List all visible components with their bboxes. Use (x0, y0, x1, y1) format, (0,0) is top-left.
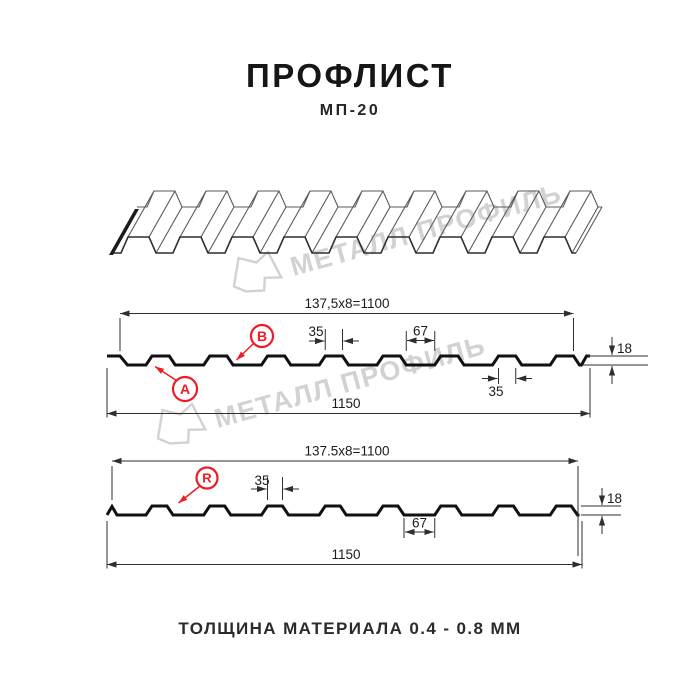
brand-logo-icon (232, 250, 284, 293)
label-r-circle (195, 466, 219, 490)
sheet-3d-line (283, 190, 311, 238)
sheet-3d-line (460, 190, 488, 238)
label-a-text: A (180, 381, 190, 397)
dim-text-rib-top-width-bottom: 35 (254, 473, 269, 488)
dim-height-top: 18 (582, 337, 648, 384)
sheet-3d-line (148, 190, 176, 238)
sheet-3d-line (439, 190, 467, 238)
dim-text-width-formula-top: 137,5x8=1100 (305, 296, 390, 311)
sheet-3d-line (512, 190, 540, 238)
sheet-3d-line (571, 206, 599, 254)
label-a-badge: A (154, 365, 199, 403)
sheet-3d-line (259, 206, 287, 254)
profile-outline-top (107, 354, 590, 367)
label-b-text: B (257, 328, 267, 344)
sheet-3d-line (564, 190, 592, 238)
sheet-3d-line (387, 190, 415, 238)
label-b-badge: B (235, 323, 275, 361)
sheet-3d-line (356, 190, 384, 238)
dim-width-formula-bottom: 137.5x8=1100 (111, 444, 579, 556)
leader-line (154, 365, 177, 382)
sheet-3d-line (231, 190, 259, 238)
sheet-3d-line (311, 206, 339, 254)
sheet-3d-line (304, 190, 332, 238)
sheet-3d-line (137, 190, 602, 208)
sheet-3d-line (207, 206, 235, 254)
thickness-note: ТОЛЩИНА МАТЕРИАЛА 0.4 - 0.8 ММ (178, 619, 522, 638)
sheet-3d-line (200, 190, 228, 238)
dim-text-total-width-top: 1150 (331, 396, 360, 411)
label-a-circle (171, 375, 199, 403)
dim-text-flat-width-bottom: 67 (412, 516, 427, 531)
sheet-3d-line (179, 190, 207, 238)
dim-text-height-bottom: 18 (607, 491, 622, 506)
watermark-brand-text: МЕТАЛЛ ПРОФИЛЬ (211, 330, 489, 434)
sheet-3d-line (491, 190, 519, 238)
dim-rib-top-width-bottom: 35 (251, 473, 299, 500)
profile-outline-bottom (105, 503, 580, 517)
sheet-3d-line (408, 190, 436, 238)
label-r-badge: R (178, 466, 219, 504)
dim-text-flat-width-top: 67 (413, 324, 428, 339)
sheet-3d-line (415, 206, 443, 254)
label-b-circle (249, 323, 275, 349)
dim-text-total-width-bottom: 1150 (331, 547, 360, 562)
dim-rib-top-width-top: 35 (308, 324, 359, 350)
dim-rib-bottom-width-top: 35 (482, 368, 532, 399)
sheet-3d-line (575, 206, 603, 254)
dim-text-height-top: 18 (617, 341, 632, 356)
page-title: ПРОФЛИСТ (246, 57, 454, 94)
sheet-3d-line (335, 190, 363, 238)
dim-text-width-formula-bottom: 137.5x8=1100 (305, 444, 390, 459)
dim-text-rib-bottom-width-top: 35 (488, 384, 503, 399)
sheet-3d-line (519, 206, 547, 254)
dim-width-formula-top: 137,5x8=1100 (119, 296, 574, 351)
dim-text-rib-top-width-top: 35 (308, 324, 323, 339)
label-r-text: R (202, 471, 212, 486)
dim-height-bottom: 18 (581, 488, 622, 534)
sheet-3d-line (467, 206, 495, 254)
dim-total-width-bottom: 1150 (106, 521, 583, 569)
dim-total-width-top: 1150 (106, 368, 591, 418)
sheet-3d-line (109, 209, 139, 255)
dim-flat-width-bottom: 67 (403, 516, 436, 538)
profile-3d-view (109, 190, 603, 255)
leader-line (235, 342, 255, 361)
cross-section-top: 137,5x8=1100 35 67 18 (106, 296, 648, 418)
leader-line (178, 485, 201, 504)
dim-flat-width-top: 67 (405, 324, 436, 351)
sheet-3d-line (127, 190, 155, 238)
sheet-3d-line (363, 206, 391, 254)
sheet-3d-line (111, 236, 576, 254)
cross-section-bottom: 137.5x8=1100 35 67 18 (105, 444, 622, 569)
watermark-brand-text: МЕТАЛЛ ПРОФИЛЬ (287, 178, 565, 282)
sheet-3d-line (155, 206, 183, 254)
sheet-3d-line (252, 190, 280, 238)
sheet-3d-line (543, 190, 571, 238)
profile-model-subtitle: МП-20 (319, 102, 381, 119)
brand-logo-icon (156, 402, 208, 445)
